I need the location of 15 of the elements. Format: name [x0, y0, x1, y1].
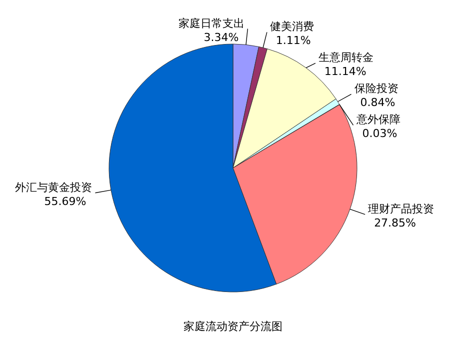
slice-label: 理财产品投资	[368, 202, 434, 216]
data-label: 55.69%	[44, 194, 86, 208]
slice-label: 家庭日常支出	[178, 16, 245, 30]
slice-label: 健美消费	[270, 20, 314, 34]
data-label: 11.14%	[324, 65, 366, 78]
data-label: 0.84%	[360, 96, 396, 110]
data-label: 1.11%	[276, 34, 311, 48]
slice-label: 生意周转金	[318, 51, 374, 64]
data-label: 27.85%	[374, 216, 416, 230]
slice-label: 意外保障	[355, 113, 400, 126]
text: 家庭流动资产分流图	[184, 320, 282, 333]
data-label: 3.34%	[204, 30, 239, 44]
data-label: 0.03%	[362, 127, 398, 140]
slice-label: 保险投资	[354, 82, 398, 96]
slice-label: 外汇与黄金投资	[15, 180, 92, 194]
